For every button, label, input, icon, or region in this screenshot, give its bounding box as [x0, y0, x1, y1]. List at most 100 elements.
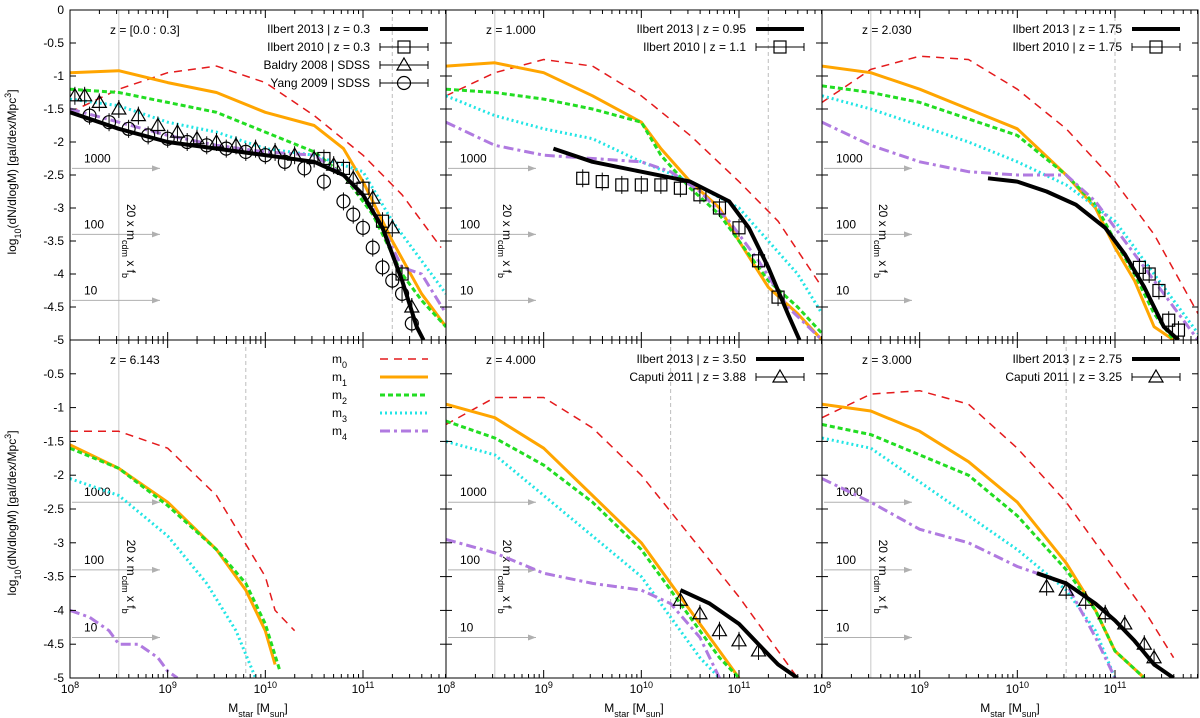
resolution-label-part: 20 x m — [500, 204, 514, 240]
y-tick-label: 0 — [57, 3, 64, 17]
data-point-yang-2009 — [277, 154, 292, 169]
y-tick-label: -1.5 — [43, 102, 64, 116]
panel-title: z = [0.0 : 0.3] — [110, 23, 180, 37]
x-axis-label-middle: Mstar [Msun] — [604, 701, 664, 718]
arrow-head — [904, 297, 912, 304]
series-m3 — [446, 439, 721, 678]
data-point-caputi-2011 — [730, 632, 748, 647]
y-tick-label: -0.5 — [43, 36, 64, 50]
data-point-ilbert-2010 — [595, 175, 609, 189]
series-ilbert-2013 — [679, 588, 799, 678]
series-group — [446, 396, 799, 678]
x-tick-label: 1011 — [1104, 680, 1127, 696]
resolution-label-part: cdm — [872, 240, 882, 257]
data-point-baldry-2008 — [345, 170, 362, 184]
legend-label: Ilbert 2010 | z = 1.75 — [1012, 40, 1122, 54]
legend-marker — [773, 40, 787, 54]
series-m2 — [822, 84, 1175, 340]
data-point-yang-2009 — [82, 108, 97, 123]
data-point-baldry-2008 — [384, 219, 401, 234]
panel-bottom-middle: 1000 100 10 20 x mcdm x fb 108 109 1010 1011 z =… — [437, 339, 823, 696]
arrow-label-1000: 1000 — [460, 151, 487, 165]
data-point-yang-2009 — [355, 220, 371, 235]
resolution-label-part: cdm — [872, 576, 882, 593]
data-point-ilbert-2010 — [395, 267, 409, 281]
data-point-ilbert-2010 — [1162, 313, 1176, 327]
arrow-label-100: 100 — [460, 553, 480, 567]
legend-marker — [396, 75, 412, 91]
arrow-head — [904, 634, 912, 641]
panel-top-middle: 1000 100 10 20 x mcdm x fb z = 1.000 Ilbert 2… — [445, 9, 823, 341]
resolution-label-part: b — [120, 609, 130, 614]
model-legend-label: m1 — [332, 370, 347, 388]
points-group — [576, 169, 785, 307]
series-m4 — [70, 608, 179, 678]
resolution-label-part: 20 x m — [876, 540, 890, 576]
arrow-head — [904, 165, 912, 172]
resolution-label-part: x f — [876, 593, 890, 610]
panel-frame — [69, 9, 447, 341]
resolution-label-part: 20 x m — [876, 204, 890, 240]
arrow-label-10: 10 — [836, 620, 850, 634]
series-group — [822, 389, 1175, 678]
data-point-caputi-2011 — [711, 622, 728, 637]
points-group — [70, 86, 420, 333]
series-m2 — [446, 419, 741, 678]
y-tick-label: -2 — [53, 468, 64, 482]
data-point-caputi-2011 — [1058, 581, 1075, 596]
y-axis-label-top: log10(dN/dlogM) [gal/dex/Mpc3] — [3, 89, 23, 254]
series-m2 — [70, 446, 282, 672]
legend-label: Ilbert 2013 | z = 2.75 — [1012, 352, 1122, 366]
arrow-head — [904, 499, 912, 506]
resolution-label-part: b — [496, 273, 506, 278]
x-tick-label: 108 — [61, 680, 79, 696]
data-point-yang-2009 — [101, 115, 117, 130]
legend-marker — [397, 40, 411, 54]
series-m1 — [446, 402, 741, 678]
data-point-yang-2009 — [385, 273, 400, 288]
arrow-label-10: 10 — [460, 283, 474, 297]
y-tick-label: -5 — [53, 333, 64, 347]
x-tick-label: 1010 — [254, 680, 277, 696]
y-tick-label: -1.5 — [43, 434, 64, 448]
points-group — [1038, 577, 1163, 667]
series-m0 — [446, 58, 822, 288]
resolution-label-part: x f — [876, 257, 890, 274]
y-tick-label: -3.5 — [43, 570, 64, 584]
arrow-head — [152, 634, 160, 641]
data-point-yang-2009 — [394, 286, 410, 301]
resolution-label-part: b — [496, 609, 506, 614]
resolution-label: 20 x mcdm x fb — [120, 204, 138, 278]
series-m0 — [70, 65, 442, 249]
series-group — [822, 55, 1198, 340]
y-tick-label: -3.5 — [43, 234, 64, 248]
arrow-head — [528, 499, 536, 506]
data-point-caputi-2011 — [1136, 636, 1153, 650]
panel-title: z = 2.030 — [862, 23, 912, 37]
data-point-baldry-2008 — [130, 107, 147, 122]
series-m3 — [822, 94, 1198, 335]
arrow-head — [904, 231, 912, 238]
series-group — [446, 58, 822, 340]
points-group — [1132, 258, 1186, 340]
x-axis-label-left: Mstar [Msun] — [228, 701, 288, 718]
panel-frame — [69, 339, 447, 679]
arrow-head — [528, 165, 536, 172]
legend-label: Ilbert 2013 | z = 0.3 — [267, 22, 370, 36]
arrow-label-10: 10 — [836, 283, 850, 297]
y-tick-label: -2 — [53, 135, 64, 149]
legend-label: Caputi 2011 | z = 3.88 — [629, 370, 746, 384]
data-point-baldry-2008 — [267, 143, 284, 158]
data-point-caputi-2011 — [1097, 605, 1114, 620]
data-point-yang-2009 — [141, 128, 156, 143]
series-m4 — [446, 537, 721, 678]
series-m1 — [70, 69, 446, 328]
data-point-baldry-2008 — [403, 298, 420, 313]
series-ilbert-2013 — [552, 146, 802, 340]
legend-label: Caputi 2011 | z = 3.25 — [1005, 370, 1122, 384]
data-point-yang-2009 — [121, 121, 136, 136]
arrow-head — [904, 566, 912, 573]
resolution-label-part: x f — [124, 257, 138, 274]
legend-label: Ilbert 2013 | z = 1.75 — [1012, 22, 1122, 36]
legend-marker — [1147, 368, 1165, 383]
